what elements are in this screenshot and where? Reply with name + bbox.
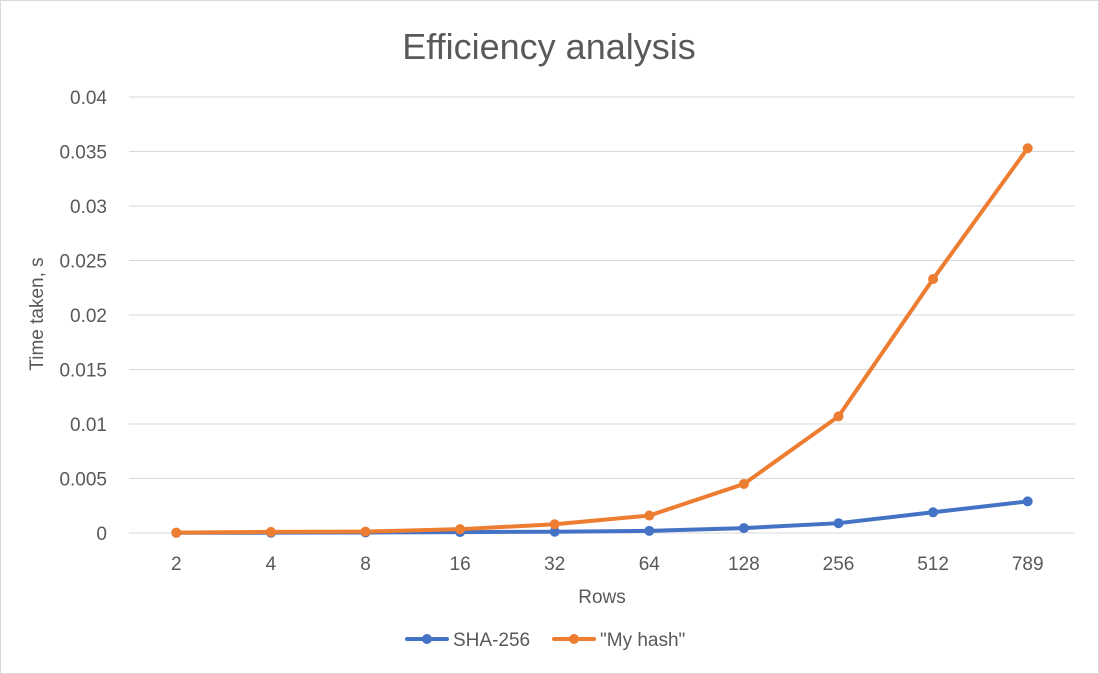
x-tick-label: 512 bbox=[917, 554, 949, 575]
data-point bbox=[1022, 496, 1033, 507]
y-tick-label: 0.02 bbox=[70, 306, 107, 327]
y-tick-label: 0.005 bbox=[59, 470, 107, 491]
x-tick-label: 789 bbox=[1012, 554, 1044, 575]
x-tick-label: 2 bbox=[171, 554, 182, 575]
legend-swatch-marker bbox=[569, 634, 579, 644]
x-tick-label: 16 bbox=[450, 554, 471, 575]
y-tick-label: 0.025 bbox=[59, 252, 107, 273]
legend-label: SHA-256 bbox=[453, 630, 530, 651]
data-point bbox=[928, 507, 939, 518]
data-point bbox=[928, 274, 939, 285]
y-tick-label: 0.01 bbox=[70, 415, 107, 436]
y-tick-label: 0 bbox=[96, 524, 107, 545]
y-axis-ticks: 0 0.005 0.01 0.015 0.02 0.025 0.03 0.035 0.04 bbox=[59, 88, 107, 545]
data-point bbox=[1022, 143, 1033, 154]
data-point bbox=[644, 510, 655, 521]
series-2 bbox=[171, 143, 1033, 538]
data-point bbox=[360, 526, 371, 537]
series-lines bbox=[171, 143, 1033, 538]
legend-label: "My hash" bbox=[600, 630, 685, 651]
y-tick-label: 0.03 bbox=[70, 197, 107, 218]
x-tick-label: 64 bbox=[639, 554, 661, 575]
gridlines bbox=[129, 96, 1075, 534]
data-point bbox=[171, 527, 182, 538]
data-point bbox=[549, 519, 560, 530]
data-point bbox=[644, 525, 655, 536]
x-axis-label: Rows bbox=[578, 587, 626, 608]
series-line bbox=[174, 146, 1030, 535]
x-axis-ticks: 2 4 8 16 32 64 128 256 512 789 bbox=[171, 554, 1044, 575]
y-tick-label: 0.04 bbox=[70, 88, 107, 109]
legend: SHA-256 "My hash" bbox=[405, 630, 685, 651]
data-point bbox=[265, 526, 276, 537]
y-tick-label: 0.035 bbox=[59, 143, 107, 164]
series-line bbox=[174, 499, 1030, 535]
data-point bbox=[833, 518, 844, 529]
x-tick-label: 8 bbox=[360, 554, 371, 575]
x-tick-label: 256 bbox=[823, 554, 855, 575]
legend-item: "My hash" bbox=[552, 630, 685, 651]
x-tick-label: 128 bbox=[728, 554, 760, 575]
y-axis-label: Time taken, s bbox=[27, 257, 48, 370]
y-tick-label: 0.015 bbox=[59, 361, 107, 382]
data-point bbox=[738, 523, 749, 534]
data-point bbox=[738, 478, 749, 489]
data-point bbox=[833, 411, 844, 422]
chart-title: Efficiency analysis bbox=[402, 26, 695, 67]
data-point bbox=[549, 526, 560, 537]
x-tick-label: 32 bbox=[544, 554, 565, 575]
x-tick-label: 4 bbox=[266, 554, 277, 575]
legend-swatch-marker bbox=[422, 634, 432, 644]
legend-item: SHA-256 bbox=[405, 630, 530, 651]
data-point bbox=[455, 524, 466, 535]
